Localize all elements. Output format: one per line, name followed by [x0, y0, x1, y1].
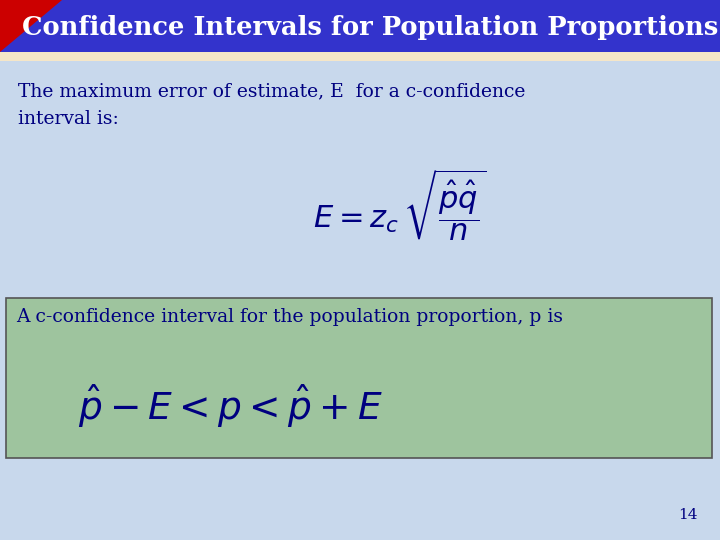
Text: The maximum error of estimate, E  for a c-confidence: The maximum error of estimate, E for a c… [18, 82, 526, 100]
Polygon shape [0, 0, 62, 52]
Text: A c-confidence interval for the population proportion, p is: A c-confidence interval for the populati… [16, 308, 563, 326]
Text: interval is:: interval is: [18, 110, 119, 128]
FancyBboxPatch shape [0, 52, 720, 61]
Text: $\hat{p} - E < p < \hat{p} + E$: $\hat{p} - E < p < \hat{p} + E$ [78, 382, 382, 430]
Text: Confidence Intervals for Population Proportions: Confidence Intervals for Population Prop… [22, 15, 718, 39]
Text: $E = z_c\,\sqrt{\dfrac{\hat{p}\hat{q}}{n}}$: $E = z_c\,\sqrt{\dfrac{\hat{p}\hat{q}}{n… [313, 167, 487, 243]
FancyBboxPatch shape [6, 298, 712, 458]
FancyBboxPatch shape [0, 0, 720, 52]
Text: 14: 14 [678, 508, 698, 522]
